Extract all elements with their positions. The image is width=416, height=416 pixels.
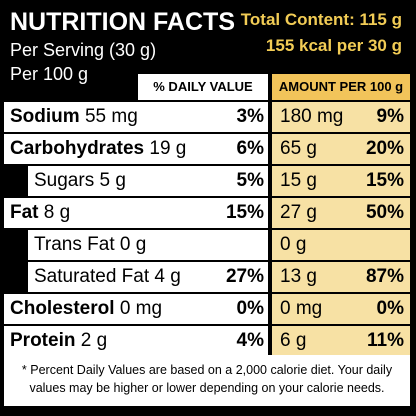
nutrient-amount: 0 g xyxy=(119,234,147,255)
nutrient-name: Fat xyxy=(10,202,39,223)
nutrient-row: Cholesterol 0 mg 0% 0 mg 0% xyxy=(4,294,410,324)
right-cell: 6 g 11% xyxy=(272,326,410,356)
daily-value: 0% xyxy=(236,298,264,319)
left-cell: Protein 2 g 4% xyxy=(4,326,268,356)
nutrient-row: Fat 8 g 15% 27 g 50% xyxy=(4,198,410,228)
nutrient-amount: 5 g xyxy=(99,170,126,191)
daily-value: 5% xyxy=(236,170,264,191)
amount-100g: 0 mg xyxy=(280,298,323,319)
nutrient: Cholesterol 0 mg xyxy=(10,298,162,320)
nutrient-name: Sugars xyxy=(34,170,95,191)
nutrient-name: Sodium xyxy=(10,106,80,127)
amount-100g: 180 mg xyxy=(280,106,344,127)
daily-value: 4% xyxy=(236,330,264,351)
nutrient: Carbohydrates 19 g xyxy=(10,138,186,160)
nutrient: Fat 8 g xyxy=(10,202,70,224)
nutrient: Protein 2 g xyxy=(10,330,107,352)
left-cell: Saturated Fat 4 g 27% xyxy=(28,262,268,292)
nutrient-row: Carbohydrates 19 g 6% 65 g 20% xyxy=(4,134,410,164)
right-cell: 13 g 87% xyxy=(272,262,410,292)
nutrient: Sugars 5 g xyxy=(34,170,126,192)
daily-value-100g: 20% xyxy=(365,138,404,159)
right-cell: 180 mg 9% xyxy=(272,102,410,132)
daily-value-100g: 87% xyxy=(365,266,404,287)
nutrient-amount: 0 mg xyxy=(119,298,163,319)
daily-value-100g: 11% xyxy=(367,330,404,351)
daily-value-100g: 9% xyxy=(376,106,404,127)
nutrient-amount: 19 g xyxy=(149,138,187,159)
daily-value: 6% xyxy=(236,138,264,159)
right-cell: 0 g xyxy=(272,230,410,260)
daily-value: 27% xyxy=(225,266,264,287)
amount-100g: 0 g xyxy=(280,234,307,255)
left-cell: Sugars 5 g 5% xyxy=(28,166,268,196)
daily-value-100g: 0% xyxy=(376,298,404,319)
nutrient-name: Saturated Fat xyxy=(34,266,150,287)
amount-100g: 13 g xyxy=(280,266,317,287)
nutrient-amount: 4 g xyxy=(154,266,181,287)
left-cell: Sodium 55 mg 3% xyxy=(4,102,268,132)
right-cell: 15 g 15% xyxy=(272,166,410,196)
amount-100g: 27 g xyxy=(280,202,317,223)
serving: Per Serving (30 g) xyxy=(10,40,157,60)
nutrient-name: Cholesterol xyxy=(10,298,115,319)
right-cell: 27 g 50% xyxy=(272,198,410,228)
left-cell: Cholesterol 0 mg 0% xyxy=(4,294,268,324)
nutrient: Trans Fat 0 g xyxy=(34,234,146,256)
left-cell: Trans Fat 0 g xyxy=(28,230,268,260)
total-content: Total Content: 115 g xyxy=(240,10,402,29)
amount-100g: 15 g xyxy=(280,170,317,191)
nutrient-amount: 55 mg xyxy=(84,106,138,127)
left-cell: Fat 8 g 15% xyxy=(4,198,268,228)
amount-100g: 6 g xyxy=(280,330,307,351)
footnote: * Percent Daily Values are based on a 2,… xyxy=(4,355,410,406)
nutrient-name: Trans Fat xyxy=(34,234,115,255)
title: NUTRITION FACTS xyxy=(10,8,235,36)
nutrient-row: Saturated Fat 4 g 27% 13 g 87% xyxy=(4,262,410,292)
kcal: 155 kcal per 30 g xyxy=(265,36,402,55)
per-100: Per 100 g xyxy=(10,64,89,84)
daily-value: 15% xyxy=(225,202,264,223)
amount-heading: AMOUNT PER 100 g xyxy=(272,74,410,100)
nutrient-amount: 2 g xyxy=(80,330,108,351)
dv-heading: % DAILY VALUE xyxy=(138,74,268,100)
nutrient-amount: 8 g xyxy=(43,202,71,223)
right-cell: 0 mg 0% xyxy=(272,294,410,324)
amount-100g: 65 g xyxy=(280,138,317,159)
right-cell: 65 g 20% xyxy=(272,134,410,164)
nutrient-name: Protein xyxy=(10,330,76,351)
nutrient-row: Sodium 55 mg 3% 180 mg 9% xyxy=(4,102,410,132)
daily-value: 3% xyxy=(236,106,264,127)
nutrient-row: Protein 2 g 4% 6 g 11% xyxy=(4,326,410,356)
nutrient-name: Carbohydrates xyxy=(10,138,145,159)
nutrient: Sodium 55 mg xyxy=(10,106,138,128)
daily-value-100g: 15% xyxy=(365,170,404,191)
daily-value-100g: 50% xyxy=(365,202,404,223)
nutrient-row: Sugars 5 g 5% 15 g 15% xyxy=(4,166,410,196)
nutrient: Saturated Fat 4 g xyxy=(34,266,181,288)
left-cell: Carbohydrates 19 g 6% xyxy=(4,134,268,164)
